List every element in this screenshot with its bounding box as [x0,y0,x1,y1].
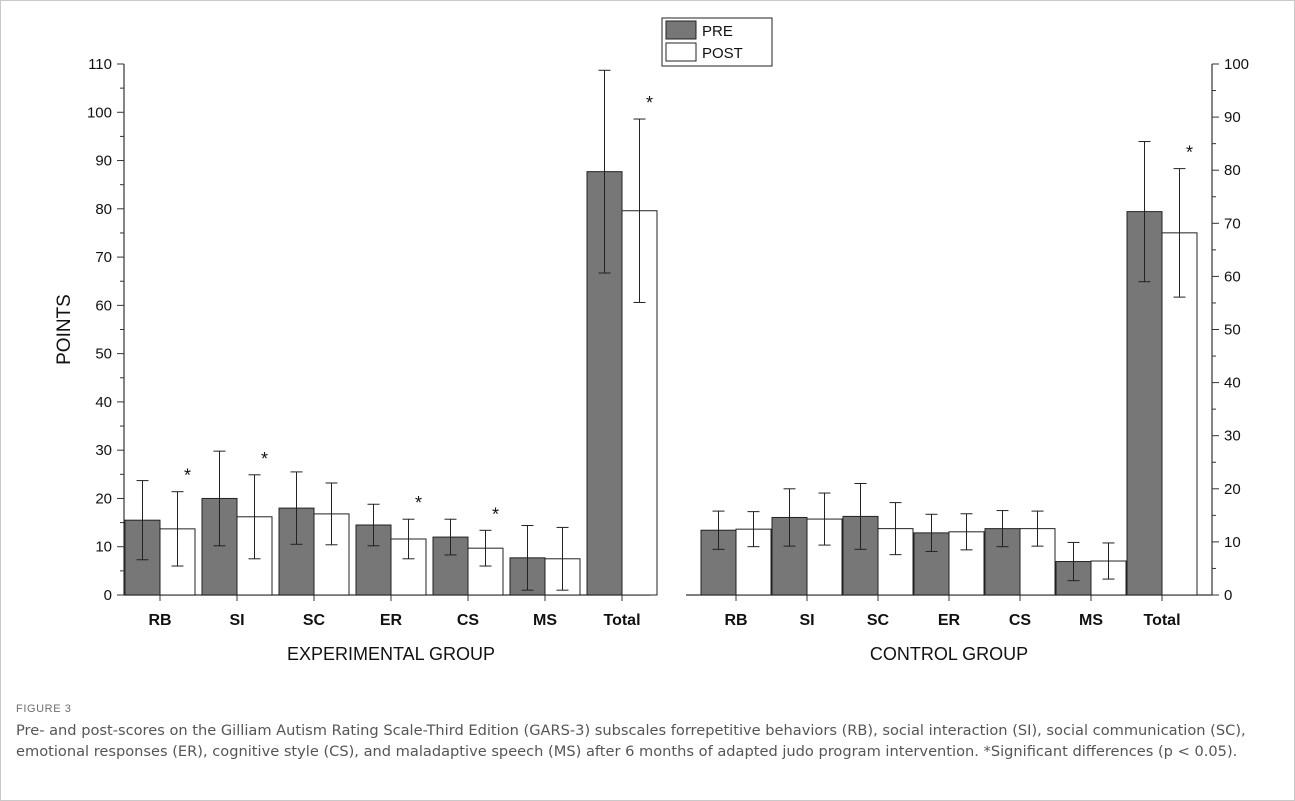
right-tick-label: 90 [1224,109,1241,126]
category-label-cs: CS [457,612,480,629]
right-tick-label: 20 [1224,481,1241,498]
group-label-control: CONTROL GROUP [870,644,1028,664]
left-tick-label: 90 [95,153,112,170]
category-label-rb: RB [724,612,747,629]
category-label-si: SI [229,612,244,629]
category-label-sc: SC [867,612,890,629]
left-tick-label: 110 [88,56,112,73]
post-bar-sc [877,528,914,596]
right-tick-label: 80 [1224,162,1241,179]
right-tick-label: 60 [1224,268,1241,285]
legend-swatch-post [665,42,697,62]
legend-label-post: POST [702,45,743,62]
figure-label: FIGURE 3 [16,703,72,715]
category-label-ms: MS [1079,612,1103,629]
figure-caption: Pre- and post-scores on the Gilliam Auti… [16,722,1246,760]
category-label-er: ER [380,612,403,629]
significance-marker: * [646,93,653,113]
bar-chart: 0 10 20 30 40 50 60 70 80 90 100 110 0 10 20 30 40 50 60 70… [54,17,1249,664]
left-tick-label: 100 [87,104,112,121]
significance-marker: * [415,493,422,513]
right-tick-label: 0 [1224,587,1232,604]
category-label-rb: RB [148,612,171,629]
significance-marker: * [261,449,268,469]
right-tick-label: 100 [1224,56,1249,73]
right-tick-label: 50 [1224,322,1241,339]
left-tick-label: 70 [95,249,112,266]
category-label-er: ER [938,612,961,629]
left-tick-label: 40 [95,394,112,411]
right-tick-label: 70 [1224,215,1241,232]
significance-marker: * [1186,143,1193,163]
left-tick-label: 30 [95,442,112,459]
right-tick-label: 40 [1224,375,1241,392]
category-label-ms: MS [533,612,557,629]
category-label-total: Total [1143,612,1180,629]
category-label-cs: CS [1009,612,1032,629]
left-tick-label: 80 [95,201,112,218]
y-axis-title: POINTS [54,294,75,365]
group-label-experimental: EXPERIMENTAL GROUP [287,644,495,664]
legend-label-pre: PRE [702,23,733,40]
category-label-si: SI [799,612,814,629]
category-label-sc: SC [303,612,326,629]
significance-marker: * [492,504,499,524]
left-tick-label: 10 [95,539,112,556]
right-tick-label: 10 [1224,534,1241,551]
significance-marker: * [184,466,191,486]
legend-swatch-pre [665,20,697,40]
left-tick-label: 60 [95,297,112,314]
left-tick-label: 50 [95,346,112,363]
category-label-total: Total [603,612,640,629]
left-tick-label: 0 [104,587,112,604]
left-tick-label: 20 [95,490,112,507]
right-tick-label: 30 [1224,428,1241,445]
